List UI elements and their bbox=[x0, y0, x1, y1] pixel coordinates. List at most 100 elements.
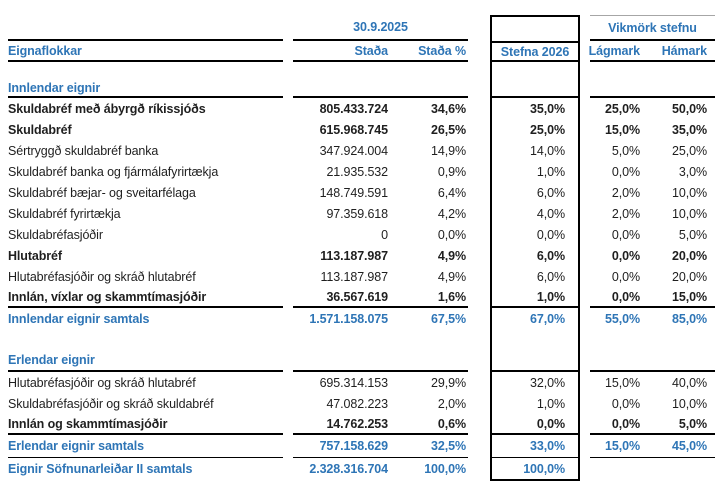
stefna-value: 6,0% bbox=[536, 185, 565, 200]
row-label: Hlutabréfasjóðir og skráð hlutabréf bbox=[8, 269, 196, 284]
row-label: Skuldabréf banka og fjármálafyrirtækja bbox=[8, 164, 219, 179]
total-row-foreign: Erlendar eignir samtals 757.158.629 32,5… bbox=[0, 435, 723, 458]
col-header-stada-pct: Staða % bbox=[418, 43, 466, 58]
stefna-value: 32,0% bbox=[530, 375, 565, 390]
section-label: Innlendar eignir bbox=[8, 80, 283, 98]
lagmark-value: 2,0% bbox=[611, 206, 640, 221]
hamark-value: 50,0% bbox=[672, 101, 707, 116]
stada-pct-value: 4,9% bbox=[437, 248, 466, 263]
lagmark-value: 2,0% bbox=[611, 185, 640, 200]
table-row: Innlán, víxlar og skammtímasjóðir 36.567… bbox=[0, 287, 723, 308]
stefna-value: 33,0% bbox=[492, 435, 578, 458]
lagmark-value: 15,0% bbox=[605, 375, 640, 390]
row-label: Skuldabréf bbox=[8, 122, 72, 137]
row-label: Skuldabréf fyrirtækja bbox=[8, 206, 121, 221]
row-label: Eignir Söfnunarleiðar II samtals bbox=[8, 462, 193, 476]
table-row: Skuldabréf bæjar- og sveitarfélaga 148.7… bbox=[0, 182, 723, 203]
stefna-value: 4,0% bbox=[536, 206, 565, 221]
lagmark-value: 25,0% bbox=[605, 101, 640, 116]
hamark-value: 5,0% bbox=[678, 227, 707, 242]
table-row: Skuldabréfasjóðir og skráð skuldabréf 47… bbox=[0, 393, 723, 414]
lagmark-value: 0,0% bbox=[611, 289, 640, 304]
stada-value: 47.082.223 bbox=[326, 396, 388, 411]
row-label: Sértryggð skuldabréf banka bbox=[8, 143, 159, 158]
stefna-value: 35,0% bbox=[530, 101, 565, 116]
stada-pct-value: 67,5% bbox=[431, 312, 466, 326]
stada-pct-value: 2,0% bbox=[437, 396, 466, 411]
stada-pct-value: 29,9% bbox=[431, 375, 466, 390]
stada-value: 615.968.745 bbox=[319, 122, 389, 137]
lagmark-value: 0,0% bbox=[611, 269, 640, 284]
stefna-value: 67,0% bbox=[530, 312, 565, 326]
row-label: Skuldabréf með ábyrgð ríkissjóðs bbox=[8, 101, 206, 116]
stefna-value: 100,0% bbox=[523, 462, 565, 476]
col-header-stada: Staða bbox=[354, 43, 388, 58]
lagmark-value: 55,0% bbox=[605, 312, 640, 326]
stada-value: 347.924.004 bbox=[319, 143, 389, 158]
spacer-row bbox=[0, 62, 723, 80]
stada-value: 148.749.591 bbox=[319, 185, 389, 200]
hamark-value: 85,0% bbox=[672, 312, 707, 326]
stada-value: 757.158.629 bbox=[319, 439, 389, 453]
section-header-domestic: Innlendar eignir bbox=[0, 80, 723, 98]
stefna-value: 14,0% bbox=[530, 143, 565, 158]
col-header-eignaflokkar: Eignaflokkar bbox=[8, 41, 283, 62]
lagmark-value: 15,0% bbox=[605, 439, 640, 453]
stada-pct-value: 0,6% bbox=[437, 416, 466, 431]
row-label: Hlutabréf bbox=[8, 248, 62, 263]
spacer-row bbox=[0, 330, 723, 350]
lagmark-value: 0,0% bbox=[611, 396, 640, 411]
lagmark-value bbox=[590, 458, 640, 480]
hamark-value: 5,0% bbox=[678, 416, 707, 431]
date-group-header: 30.9.2025 bbox=[293, 15, 468, 41]
grand-total-row: Eignir Söfnunarleiðar II samtals 2.328.3… bbox=[0, 458, 723, 480]
stada-pct-value: 4,9% bbox=[437, 269, 466, 284]
hamark-value: 15,0% bbox=[672, 289, 707, 304]
hamark-value: 35,0% bbox=[672, 122, 707, 137]
stada-value: 113.187.987 bbox=[320, 248, 388, 263]
stada-pct-value: 14,9% bbox=[431, 143, 466, 158]
row-label: Innlendar eignir samtals bbox=[8, 312, 150, 326]
stada-pct-value: 26,5% bbox=[431, 122, 466, 137]
hamark-value: 3,0% bbox=[678, 164, 707, 179]
table-row: Skuldabréf banka og fjármálafyrirtækja 2… bbox=[0, 161, 723, 182]
col-header-stefna: Stefna 2026 bbox=[492, 41, 578, 62]
lagmark-value: 0,0% bbox=[611, 227, 640, 242]
table-row: Skuldabréfasjóðir 0 0,0% 0,0% 0,0% 5,0% bbox=[0, 224, 723, 245]
stefna-group-spacer bbox=[492, 15, 578, 41]
stada-pct-value: 1,6% bbox=[437, 289, 466, 304]
hamark-value: 20,0% bbox=[672, 269, 707, 284]
lagmark-value: 0,0% bbox=[611, 248, 640, 263]
stefna-value: 6,0% bbox=[536, 269, 565, 284]
group-header-spacer bbox=[8, 15, 283, 41]
stefna-value: 1,0% bbox=[492, 287, 578, 308]
table-row: Sértryggð skuldabréf banka 347.924.004 1… bbox=[0, 140, 723, 161]
row-label: Skuldabréfasjóðir bbox=[8, 227, 103, 242]
column-headers-row: Eignaflokkar Staða Staða % Stefna 2026 L… bbox=[0, 41, 723, 62]
stada-value: 1.571.158.075 bbox=[309, 312, 388, 326]
stada-value: 21.935.532 bbox=[326, 164, 388, 179]
total-row-domestic: Innlendar eignir samtals 1.571.158.075 6… bbox=[0, 308, 723, 330]
stefna-value: 6,0% bbox=[536, 248, 565, 263]
section-header-foreign: Erlendar eignir bbox=[0, 350, 723, 372]
table-row: Hlutabréfasjóðir og skráð hlutabréf 113.… bbox=[0, 266, 723, 287]
stada-value: 695.314.153 bbox=[319, 375, 389, 390]
stefna-value: 1,0% bbox=[536, 164, 565, 179]
stada-pct-value: 0,0% bbox=[437, 227, 466, 242]
stada-pct-value: 4,2% bbox=[437, 206, 466, 221]
hamark-value: 10,0% bbox=[672, 396, 707, 411]
table-row: Skuldabréf fyrirtækja 97.359.618 4,2% 4,… bbox=[0, 203, 723, 224]
hamark-value: 45,0% bbox=[672, 439, 707, 453]
stada-value: 113.187.987 bbox=[320, 269, 389, 284]
stefna-value: 1,0% bbox=[536, 396, 565, 411]
table-row: Skuldabréf 615.968.745 26,5% 25,0% 15,0%… bbox=[0, 119, 723, 140]
lagmark-value: 0,0% bbox=[611, 164, 640, 179]
stada-pct-value: 6,4% bbox=[437, 185, 466, 200]
table-row: Hlutabréf 113.187.987 4,9% 6,0% 0,0% 20,… bbox=[0, 245, 723, 266]
hamark-value: 10,0% bbox=[672, 185, 707, 200]
stefna-value: 25,0% bbox=[530, 122, 565, 137]
row-label: Innlán, víxlar og skammtímasjóðir bbox=[8, 287, 283, 308]
stada-value: 14.762.253 bbox=[326, 416, 388, 431]
hamark-value: 25,0% bbox=[672, 143, 707, 158]
